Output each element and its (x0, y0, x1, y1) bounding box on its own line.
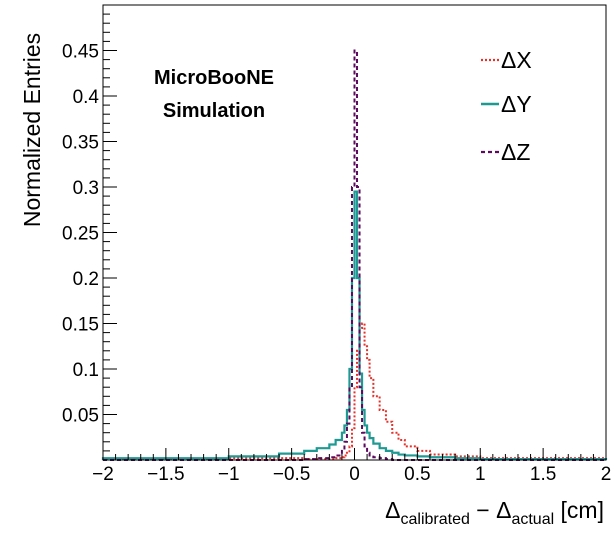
x-tick-label: 0.5 (404, 464, 430, 485)
plot-area (101, 49, 608, 461)
series-1-step (102, 322, 607, 461)
x-tick-label: 1.5 (530, 464, 556, 485)
x-title-sub-actual: actual (511, 511, 554, 528)
annotation-line-1: MicroBooNE (154, 67, 274, 89)
x-title-sub-calibrated: calibrated (401, 511, 470, 528)
x-tick-label: 1 (475, 464, 486, 485)
y-tick-label: 0.1 (73, 360, 99, 381)
legend-label-2: ΔY (501, 91, 532, 117)
y-tick-label: 0.4 (73, 87, 100, 108)
series-2-step (101, 190, 608, 461)
y-tick-label: 0.35 (62, 133, 99, 154)
x-title-minus: − Δ (470, 497, 512, 523)
y-tick-label: 0.3 (73, 178, 99, 199)
x-tick-label: −1.5 (147, 464, 185, 485)
annotation-line-2: Simulation (163, 100, 265, 122)
y-tick-label: 0.2 (73, 269, 99, 290)
y-axis-title: Normalized Entries (19, 33, 45, 227)
x-title-prefix: Δ (385, 497, 400, 523)
x-title-suffix: [cm] (554, 497, 604, 523)
series-3-step (103, 49, 606, 461)
x-tick-label: 0 (349, 464, 360, 485)
legend-label-1: ΔX (501, 47, 532, 73)
y-tick-label: 0.05 (62, 406, 99, 427)
x-axis-title: Δcalibrated − Δactual [cm] (385, 497, 604, 528)
legend-label-3: ΔZ (501, 139, 530, 165)
y-tick-label: 0.15 (62, 315, 99, 336)
x-tick-label: −1 (218, 464, 240, 485)
y-tick-label: 0.25 (62, 224, 99, 245)
y-axis: 0.05 0.1 0.15 0.2 0.25 0.3 0.35 0.4 0.45 (62, 13, 117, 452)
x-tick-label: −2 (92, 464, 114, 485)
x-axis: −2 −1.5 −1 −0.5 0 0.5 1 1.5 2 (92, 448, 611, 485)
x-tick-label: −0.5 (273, 464, 311, 485)
x-tick-label: 2 (601, 464, 611, 485)
legend: ΔX ΔY ΔZ (481, 47, 532, 165)
y-tick-label: 0.45 (62, 42, 99, 63)
